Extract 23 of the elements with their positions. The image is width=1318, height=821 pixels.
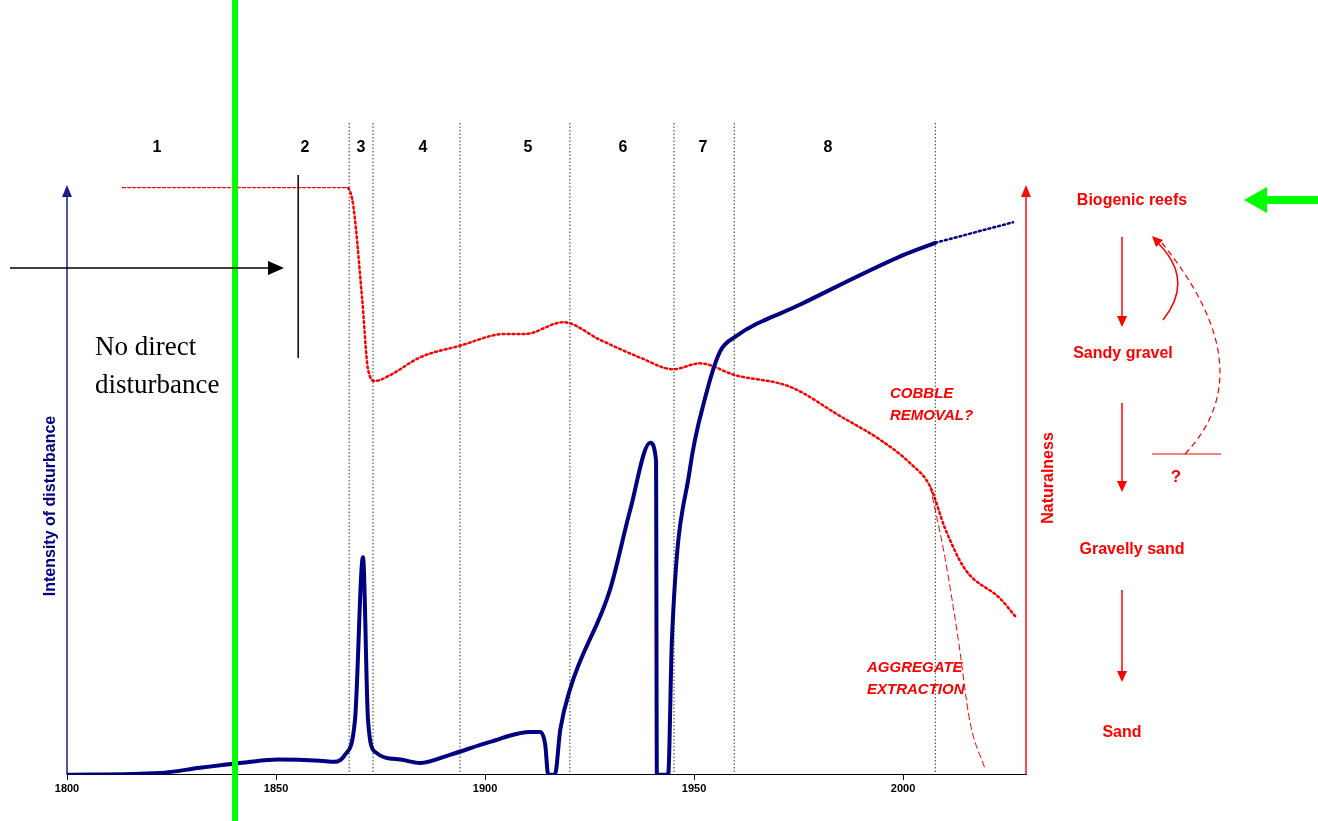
text: 6: [618, 138, 628, 156]
y-axis-title: Intensity of disturbance: [41, 415, 59, 597]
text: 4: [418, 138, 428, 156]
text: Sandy gravel: [1073, 344, 1173, 362]
x-tick-label: 1800: [54, 782, 80, 795]
text: Sand: [1102, 723, 1142, 741]
annotation: No direct disturbance: [95, 330, 221, 401]
text: 8: [823, 138, 833, 156]
annotation: COBBLE REMOVAL?: [890, 383, 975, 425]
text: Biogenic reefs: [1076, 191, 1188, 209]
text: 7: [698, 138, 708, 156]
x-tick-label: 1950: [681, 782, 707, 795]
x-tick-label: 2000: [890, 782, 916, 795]
annotation: AGGREGATE EXTRACTION: [867, 657, 966, 699]
x-tick-label: 1900: [472, 782, 498, 795]
text: 3: [356, 138, 366, 156]
text: Gravelly sand: [1079, 540, 1185, 558]
y2-axis-title: Naturalness: [1039, 432, 1057, 524]
text: ?: [1170, 467, 1182, 487]
text: 5: [523, 138, 533, 156]
x-tick-label: 1850: [263, 782, 289, 795]
text: 1: [152, 138, 162, 156]
text: 2: [300, 138, 310, 156]
